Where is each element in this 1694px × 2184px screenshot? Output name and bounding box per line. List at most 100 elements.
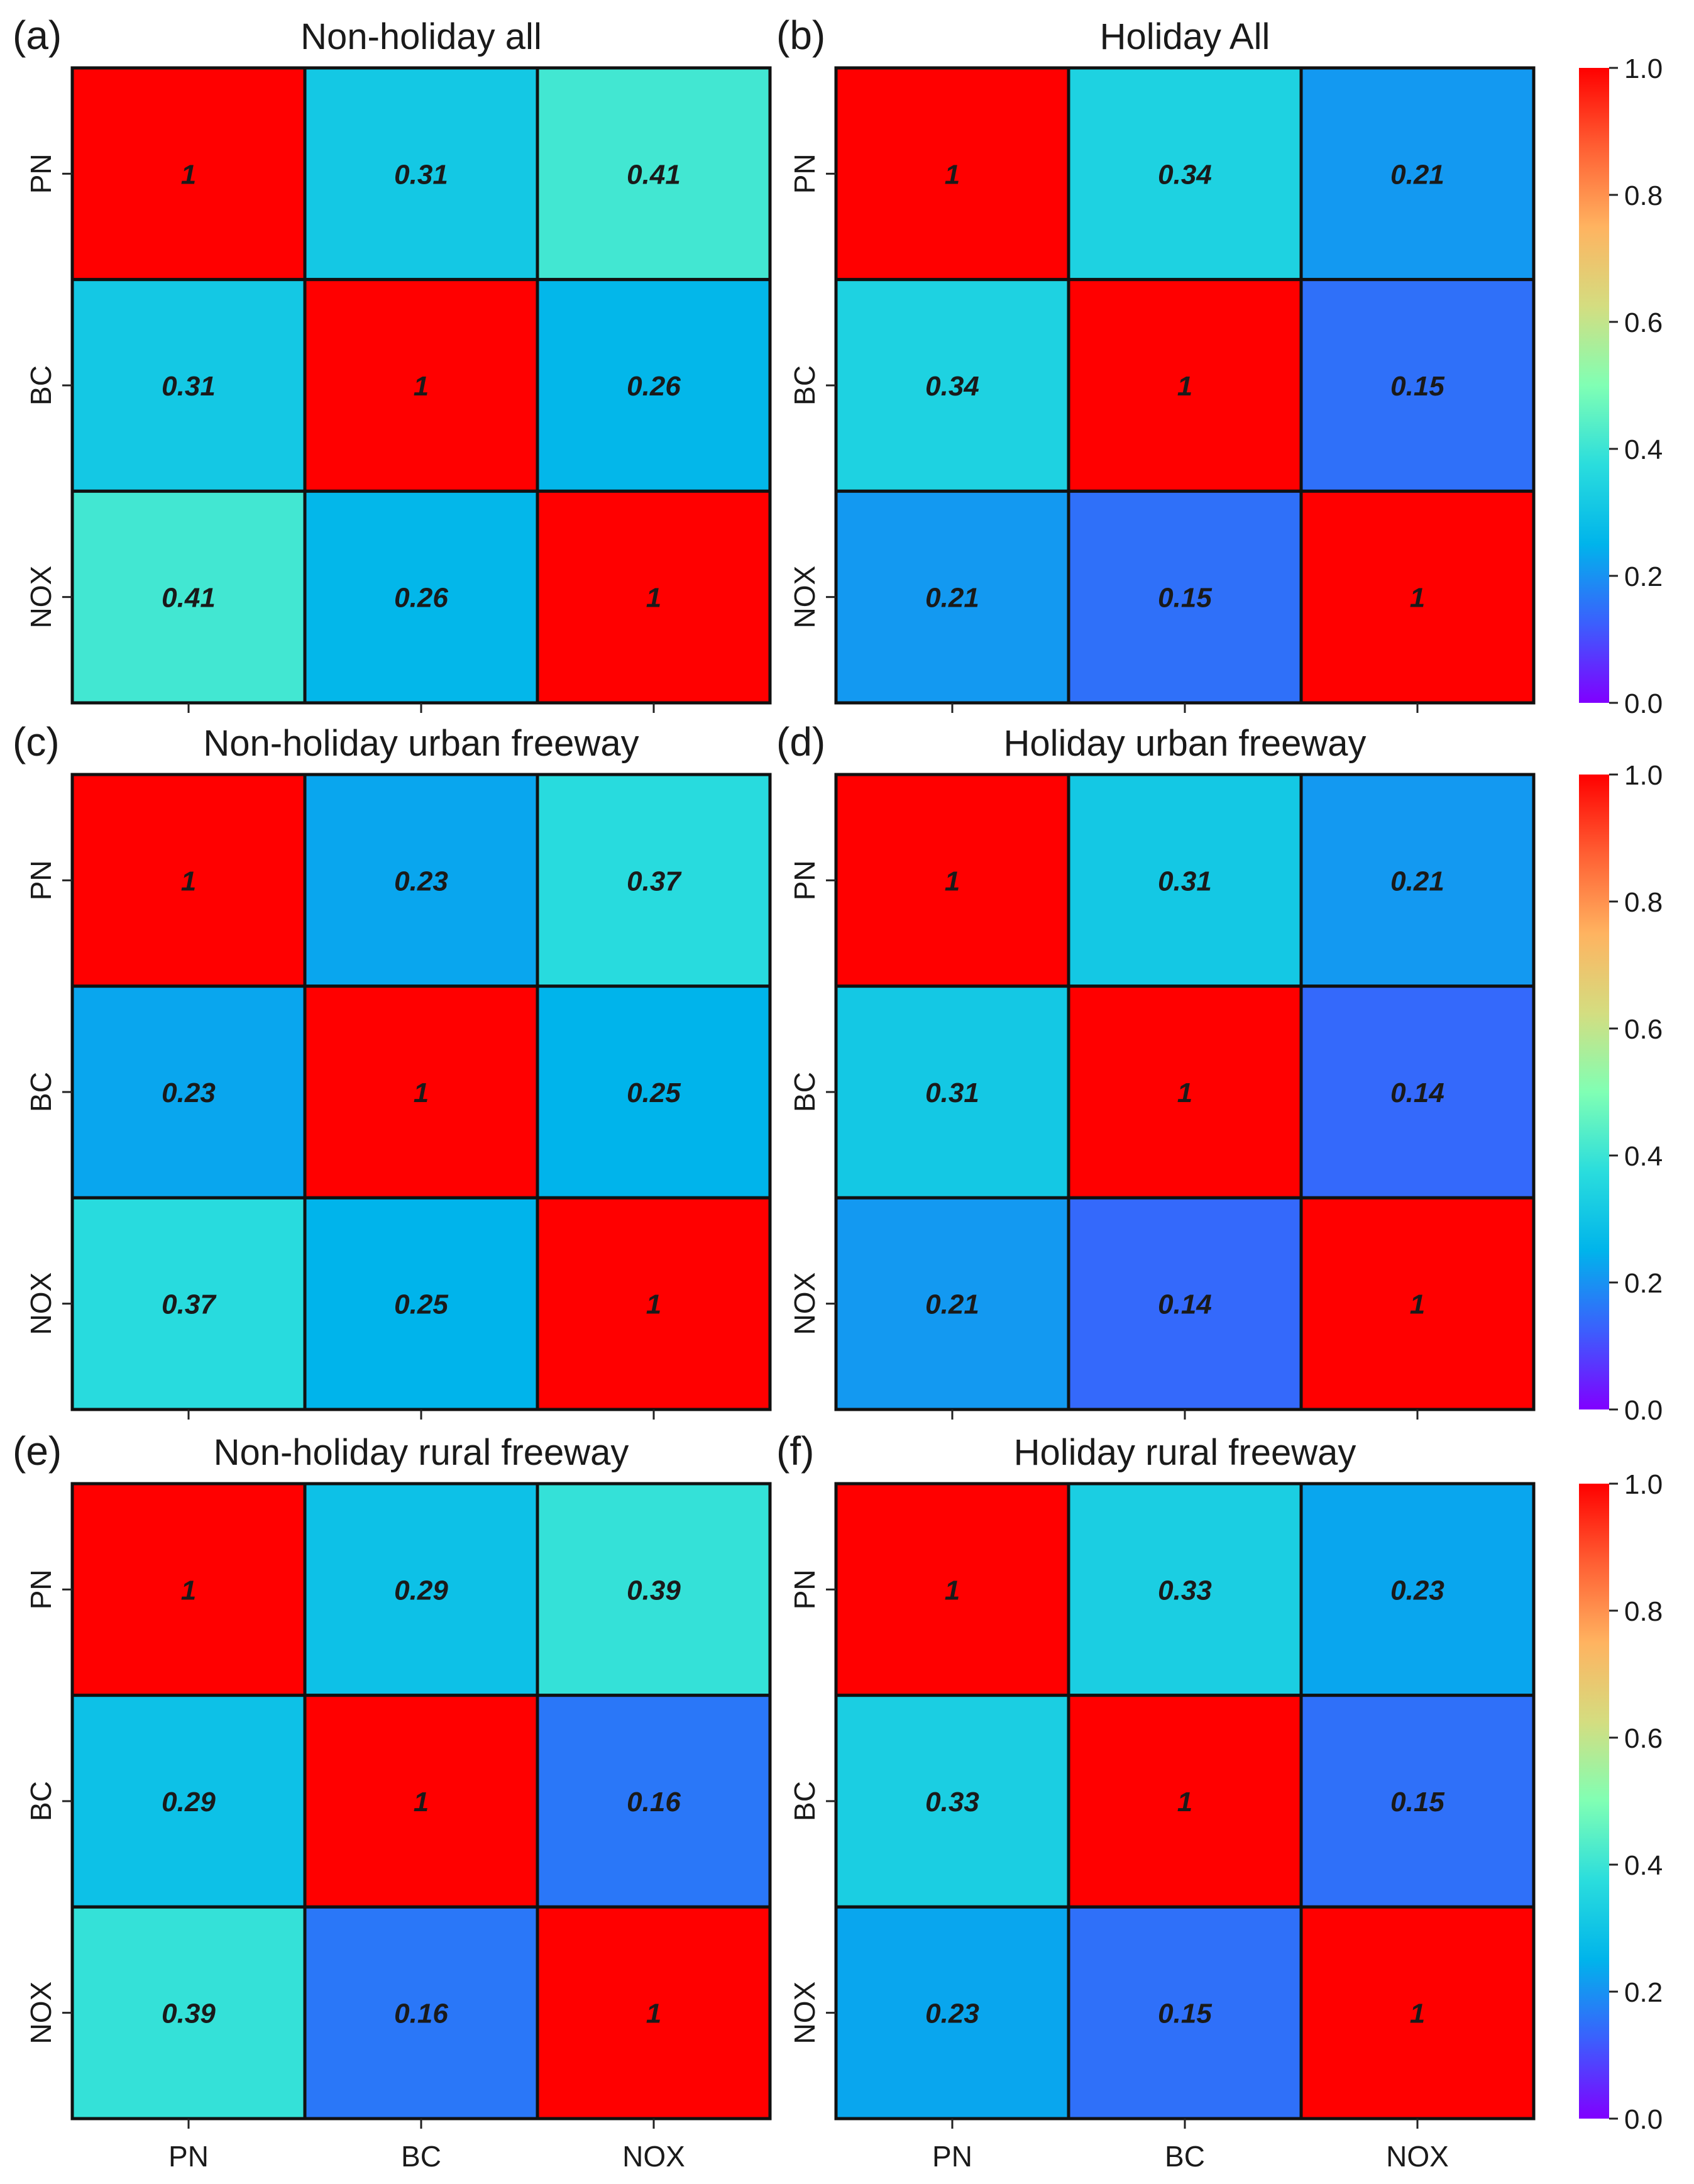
heatmap-cell: [536, 773, 772, 988]
colorbar: 0.0 0.2 0.4 0.6 0.8 1.0: [1579, 1469, 1663, 2135]
cell-value-label: 0.31: [925, 1078, 979, 1108]
x-tick-label: BC: [401, 2140, 441, 2173]
heatmap-panel-a: (a) Non-holiday all 1 0.31 0.41 0.31 1 0.26 0.41…: [13, 13, 772, 713]
cell-value-label: 1: [414, 371, 429, 402]
heatmap-cell: [1067, 1482, 1303, 1697]
heatmap-cell: [70, 773, 307, 988]
cell-value-label: 1: [945, 1575, 960, 1606]
cell-value-label: 0.26: [627, 371, 681, 402]
heatmap-cell: [303, 1694, 539, 1909]
cell-value-label: 0.37: [162, 1289, 217, 1320]
cell-value-label: 0.31: [162, 371, 216, 402]
y-tick-label: NOX: [788, 1272, 821, 1335]
heatmap-cell: [70, 1482, 307, 1697]
heatmap-cell: [70, 278, 307, 493]
heatmap-cell: [1067, 489, 1303, 705]
colorbar-gradient: [1579, 68, 1609, 703]
x-tick-label: BC: [1165, 2140, 1205, 2173]
cell-value-label: 0.25: [627, 1078, 681, 1108]
colorbar-tick-label: 0.8: [1624, 887, 1663, 918]
colorbar-tick-label: 0.6: [1624, 307, 1663, 338]
heatmap-cell: [834, 278, 1070, 493]
x-tick-label: PN: [932, 2140, 972, 2173]
colorbar-tick-label: 0.8: [1624, 1596, 1663, 1627]
cell-value-label: 0.29: [394, 1575, 448, 1606]
colorbar-tick-label: 0.4: [1624, 434, 1663, 465]
chart-title: Holiday urban freeway: [1003, 723, 1366, 764]
cell-value-label: 0.16: [394, 1999, 448, 2029]
heatmap-panel-c: (c) Non-holiday urban freeway 1 0.23 0.37 0.2…: [13, 719, 772, 1420]
heatmap-cell: [1067, 66, 1303, 282]
cell-value-label: 1: [646, 1289, 661, 1320]
cell-value-label: 0.33: [925, 1787, 979, 1817]
cell-value-label: 1: [945, 866, 960, 896]
x-tick-label: PN: [168, 2140, 209, 2173]
cell-value-label: 0.23: [1390, 1575, 1444, 1606]
heatmap-cell: [834, 984, 1070, 1200]
cell-value-label: 0.41: [627, 159, 681, 190]
heatmap-cell: [303, 1905, 539, 2121]
colorbar-gradient: [1579, 1484, 1609, 2119]
colorbar-tick-label: 0.2: [1624, 561, 1663, 592]
y-tick-label: NOX: [25, 566, 57, 629]
cell-value-label: 1: [646, 583, 661, 614]
y-tick-label: PN: [788, 153, 821, 194]
y-tick-label: PN: [25, 860, 57, 900]
y-tick-label: NOX: [788, 566, 821, 629]
heatmap-panel-f: (f) Holiday rural freeway 1 0.33 0.23 0.33 1 0.…: [776, 1428, 1536, 2173]
cell-value-label: 0.31: [394, 159, 448, 190]
cell-value-label: 0.41: [162, 583, 216, 614]
heatmap-cell: [1067, 1196, 1303, 1411]
y-tick-label: NOX: [788, 1982, 821, 2044]
y-tick-label: BC: [788, 1072, 821, 1112]
colorbar-tick-label: 0.0: [1624, 1395, 1663, 1426]
colorbar-tick-label: 1.0: [1624, 760, 1663, 791]
cell-value-label: 0.15: [1390, 371, 1444, 402]
cell-value-label: 0.39: [162, 1999, 216, 2029]
colorbar-tick-label: 0.8: [1624, 180, 1663, 211]
cell-value-label: 0.14: [1158, 1289, 1212, 1320]
heatmap-cell: [536, 1694, 772, 1909]
y-tick-label: PN: [25, 153, 57, 194]
chart-title: Non-holiday urban freeway: [203, 723, 639, 764]
heatmap-cell: [1067, 1905, 1303, 2121]
heatmap-cell: [1299, 66, 1536, 282]
cell-value-label: 1: [1410, 1289, 1425, 1320]
panel-label: (b): [776, 13, 825, 58]
heatmap-cell: [70, 66, 307, 282]
y-tick-label: PN: [788, 860, 821, 900]
x-tick-label: NOX: [622, 2140, 685, 2173]
colorbar: 0.0 0.2 0.4 0.6 0.8 1.0: [1579, 53, 1663, 719]
panel-label: (e): [13, 1428, 62, 1474]
cell-value-label: 0.21: [1390, 866, 1444, 896]
cell-value-label: 0.21: [1390, 159, 1444, 190]
heatmap-cell: [536, 984, 772, 1200]
cell-value-label: 0.14: [1390, 1078, 1444, 1108]
chart-title: Non-holiday all: [300, 16, 542, 57]
cell-value-label: 0.31: [1158, 866, 1212, 896]
cell-value-label: 0.34: [1158, 159, 1212, 190]
heatmap-cell: [303, 1482, 539, 1697]
cell-value-label: 0.15: [1158, 583, 1212, 614]
heatmap-cell: [536, 278, 772, 493]
heatmap-cell: [834, 1482, 1070, 1697]
y-tick-label: BC: [25, 1781, 57, 1821]
cell-value-label: 0.15: [1390, 1787, 1444, 1817]
colorbar-tick-label: 0.2: [1624, 1268, 1663, 1299]
colorbar-tick-label: 0.4: [1624, 1850, 1663, 1881]
cell-value-label: 0.29: [162, 1787, 216, 1817]
panel-label: (a): [13, 13, 62, 58]
cell-value-label: 0.21: [925, 583, 979, 614]
cell-value-label: 0.23: [162, 1078, 216, 1108]
cell-value-label: 0.23: [925, 1999, 979, 2029]
heatmap-cell: [1299, 1694, 1536, 1909]
heatmap-panel-b: (b) Holiday All 1 0.34 0.21 0.34 1 0.15 0.21 0.15…: [776, 13, 1536, 713]
colorbar-tick-label: 0.4: [1624, 1141, 1663, 1172]
cell-value-label: 0.26: [394, 583, 448, 614]
colorbar-tick-label: 0.0: [1624, 688, 1663, 719]
cell-value-label: 0.16: [627, 1787, 681, 1817]
x-tick-label: NOX: [1386, 2140, 1449, 2173]
cell-value-label: 1: [1177, 1078, 1192, 1108]
panel-label: (f): [776, 1428, 814, 1474]
cell-value-label: 1: [1410, 1999, 1425, 2029]
